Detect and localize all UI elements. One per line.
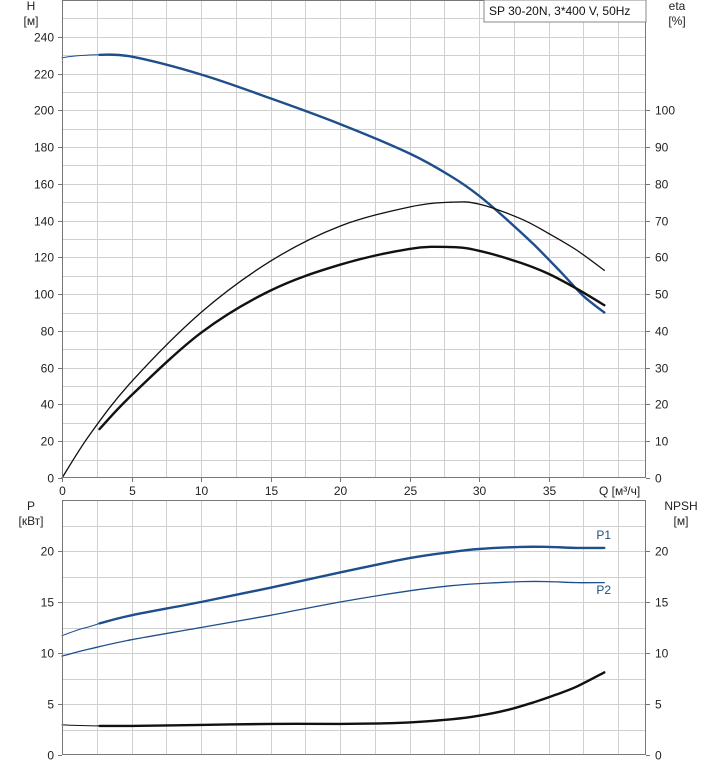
x-tick-label: 30 <box>473 484 487 498</box>
y-axis-label-1: H <box>27 0 36 13</box>
y-tick-label: 180 <box>34 141 54 155</box>
y2-tick-label: 0 <box>655 472 662 486</box>
y2-tick-label: 20 <box>655 398 669 412</box>
legend-box <box>483 0 647 23</box>
y2-tick-label: 60 <box>655 251 669 265</box>
series-eta-pump <box>61 201 605 479</box>
x-tick-label: 20 <box>334 484 348 498</box>
y2-tick-label: 100 <box>655 104 675 118</box>
y-tick-label: 20 <box>41 435 55 449</box>
y-axis-label-2: [кВт] <box>18 514 43 528</box>
series-h-thin <box>61 54 100 59</box>
x-tick-label: 35 <box>543 484 557 498</box>
y-tick-label: 15 <box>41 596 55 610</box>
y2-tick-label: 20 <box>655 545 669 559</box>
y-tick-label: 100 <box>34 288 54 302</box>
x-tick-label: 0 <box>59 484 66 498</box>
y2-tick-label: 15 <box>655 596 669 610</box>
y-tick-label: 40 <box>41 398 55 412</box>
x-tick-label: 25 <box>404 484 418 498</box>
y-tick-label: 220 <box>34 68 54 82</box>
series-h <box>98 53 606 314</box>
y2-tick-label: 30 <box>655 362 669 376</box>
y-tick-label: 20 <box>41 545 55 559</box>
y-tick-label: 60 <box>41 362 55 376</box>
y-tick-label: 0 <box>47 472 54 486</box>
x-tick-label: 10 <box>195 484 209 498</box>
y2-tick-label: 90 <box>655 141 669 155</box>
x-axis-label: Q [м³/ч] <box>599 484 640 498</box>
series-p2 <box>61 580 605 657</box>
plot-frame <box>62 500 646 755</box>
y2-tick-label: 10 <box>655 647 669 661</box>
y2-tick-label: 0 <box>655 749 662 763</box>
y-tick-label: 120 <box>34 251 54 265</box>
y-axis-label-1: P <box>27 499 35 513</box>
y2-axis-label-2: [%] <box>668 14 685 28</box>
y-tick-label: 240 <box>34 31 54 45</box>
y-axis-label-2: [м] <box>24 14 39 28</box>
y-tick-label: 0 <box>47 749 54 763</box>
y2-tick-label: 10 <box>655 435 669 449</box>
series-label-p1: P1 <box>596 528 611 542</box>
y-tick-label: 200 <box>34 104 54 118</box>
y-tick-label: 10 <box>41 647 55 661</box>
y2-tick-label: 80 <box>655 178 669 192</box>
y-tick-label: 5 <box>47 698 54 712</box>
x-tick-label: 5 <box>129 484 136 498</box>
series-p1 <box>98 545 606 625</box>
y2-tick-label: 40 <box>655 325 669 339</box>
y-tick-label: 140 <box>34 215 54 229</box>
y2-axis-label-2: [м] <box>674 514 689 528</box>
y2-axis-label-1: NPSH <box>664 499 697 513</box>
y-tick-label: 160 <box>34 178 54 192</box>
legend-title: SP 30-20N, 3*400 V, 50Hz <box>489 4 630 18</box>
y-tick-label: 80 <box>41 325 55 339</box>
y2-tick-label: 70 <box>655 215 669 229</box>
series-eta-total <box>98 245 606 431</box>
y2-tick-label: 50 <box>655 288 669 302</box>
plot-frame <box>62 0 646 478</box>
series-npsh <box>98 671 606 728</box>
series-label-p2: P2 <box>596 583 611 597</box>
x-tick-label: 15 <box>265 484 279 498</box>
legend: SP 30-20N, 3*400 V, 50Hz <box>483 0 647 23</box>
series-p1-thin <box>61 622 100 637</box>
y2-tick-label: 5 <box>655 698 662 712</box>
series-npsh-thin <box>61 724 100 727</box>
y2-axis-label-1: eta <box>669 0 686 13</box>
